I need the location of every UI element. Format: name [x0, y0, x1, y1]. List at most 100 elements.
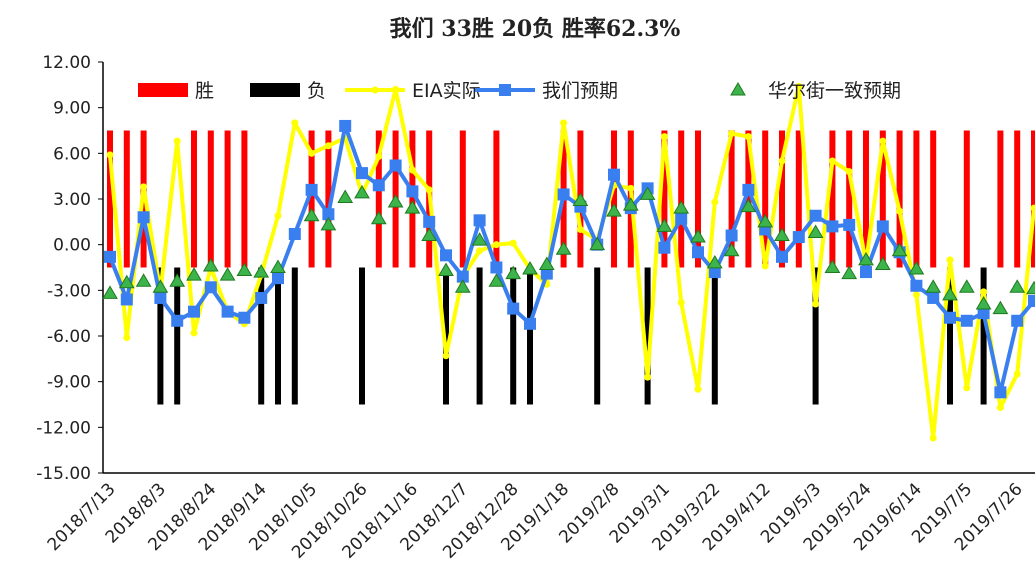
marker — [152, 279, 169, 293]
y-tick-label: -6.00 — [47, 327, 91, 347]
marker — [644, 373, 652, 381]
legend-label: 胜 — [195, 80, 214, 102]
bar — [241, 130, 248, 268]
marker — [708, 266, 721, 279]
legend-label: 我们预期 — [542, 80, 618, 102]
marker — [135, 273, 152, 287]
marker — [879, 137, 887, 145]
marker — [622, 197, 639, 211]
bar — [325, 130, 332, 268]
marker — [509, 239, 517, 247]
marker — [929, 434, 937, 442]
marker — [776, 250, 788, 263]
marker — [507, 302, 520, 315]
marker — [173, 137, 181, 145]
marker — [946, 256, 954, 264]
marker — [339, 119, 352, 132]
bar — [997, 130, 1004, 268]
chart-title: 我们 33胜 20负 胜率62.3% — [390, 16, 681, 42]
marker — [154, 291, 167, 304]
marker — [778, 157, 786, 165]
marker — [238, 311, 251, 324]
marker — [522, 261, 538, 275]
marker — [423, 215, 436, 228]
marker — [1009, 279, 1026, 293]
marker — [677, 299, 685, 307]
bar — [644, 267, 651, 405]
bar — [980, 267, 987, 405]
marker — [975, 296, 992, 310]
marker — [454, 279, 471, 293]
marker — [288, 228, 301, 241]
bar — [678, 130, 685, 268]
bar — [258, 267, 265, 405]
marker — [1028, 294, 1035, 307]
bar — [913, 130, 920, 268]
marker — [845, 168, 853, 176]
marker — [202, 257, 219, 272]
bar — [157, 267, 164, 405]
y-tick-label: 12.00 — [42, 53, 91, 73]
bar — [476, 267, 483, 405]
bar — [930, 130, 937, 268]
bar — [191, 130, 197, 268]
marker — [927, 291, 940, 304]
legend-marker — [499, 84, 511, 96]
marker — [274, 212, 282, 220]
bar — [510, 267, 517, 405]
marker — [812, 300, 820, 308]
marker — [658, 241, 671, 254]
bar — [459, 130, 466, 268]
marker — [492, 241, 500, 249]
marker — [305, 183, 318, 196]
marker — [438, 262, 454, 277]
bar — [661, 130, 668, 268]
marker — [690, 229, 706, 243]
marker — [761, 262, 769, 270]
marker — [303, 207, 320, 222]
marker — [308, 149, 316, 157]
marker — [728, 130, 736, 138]
marker — [841, 265, 858, 280]
marker — [980, 288, 988, 296]
marker — [408, 166, 416, 174]
marker — [711, 198, 719, 206]
marker — [291, 119, 299, 127]
marker — [660, 133, 668, 141]
marker — [792, 231, 805, 244]
bar — [291, 267, 298, 405]
y-tick-label: 0.00 — [53, 236, 91, 256]
marker — [925, 279, 942, 293]
marker — [994, 386, 1007, 399]
marker — [106, 151, 114, 159]
y-tick-label: 3.00 — [53, 190, 91, 210]
marker — [236, 262, 253, 277]
marker — [320, 216, 337, 231]
marker — [828, 157, 836, 165]
plot-area — [102, 82, 1035, 442]
x-tick-label: 2018/7/13 — [44, 479, 120, 555]
marker — [253, 264, 270, 278]
bar — [409, 130, 416, 268]
marker — [123, 334, 131, 342]
bar — [728, 130, 735, 268]
bar — [594, 267, 601, 405]
marker — [576, 225, 584, 233]
marker — [118, 274, 135, 289]
legend-swatch — [138, 83, 188, 97]
bar — [711, 267, 718, 405]
marker — [406, 185, 419, 198]
marker — [186, 267, 202, 281]
marker — [843, 218, 856, 231]
y-tick-label: -15.00 — [36, 464, 91, 484]
bar — [308, 130, 315, 268]
bar — [812, 267, 819, 405]
legend-swatch — [250, 83, 300, 97]
marker — [992, 300, 1009, 315]
marker — [826, 220, 839, 233]
bar — [863, 130, 869, 268]
marker — [404, 200, 421, 214]
marker — [809, 209, 822, 222]
bar — [762, 130, 769, 268]
bar — [375, 130, 382, 268]
